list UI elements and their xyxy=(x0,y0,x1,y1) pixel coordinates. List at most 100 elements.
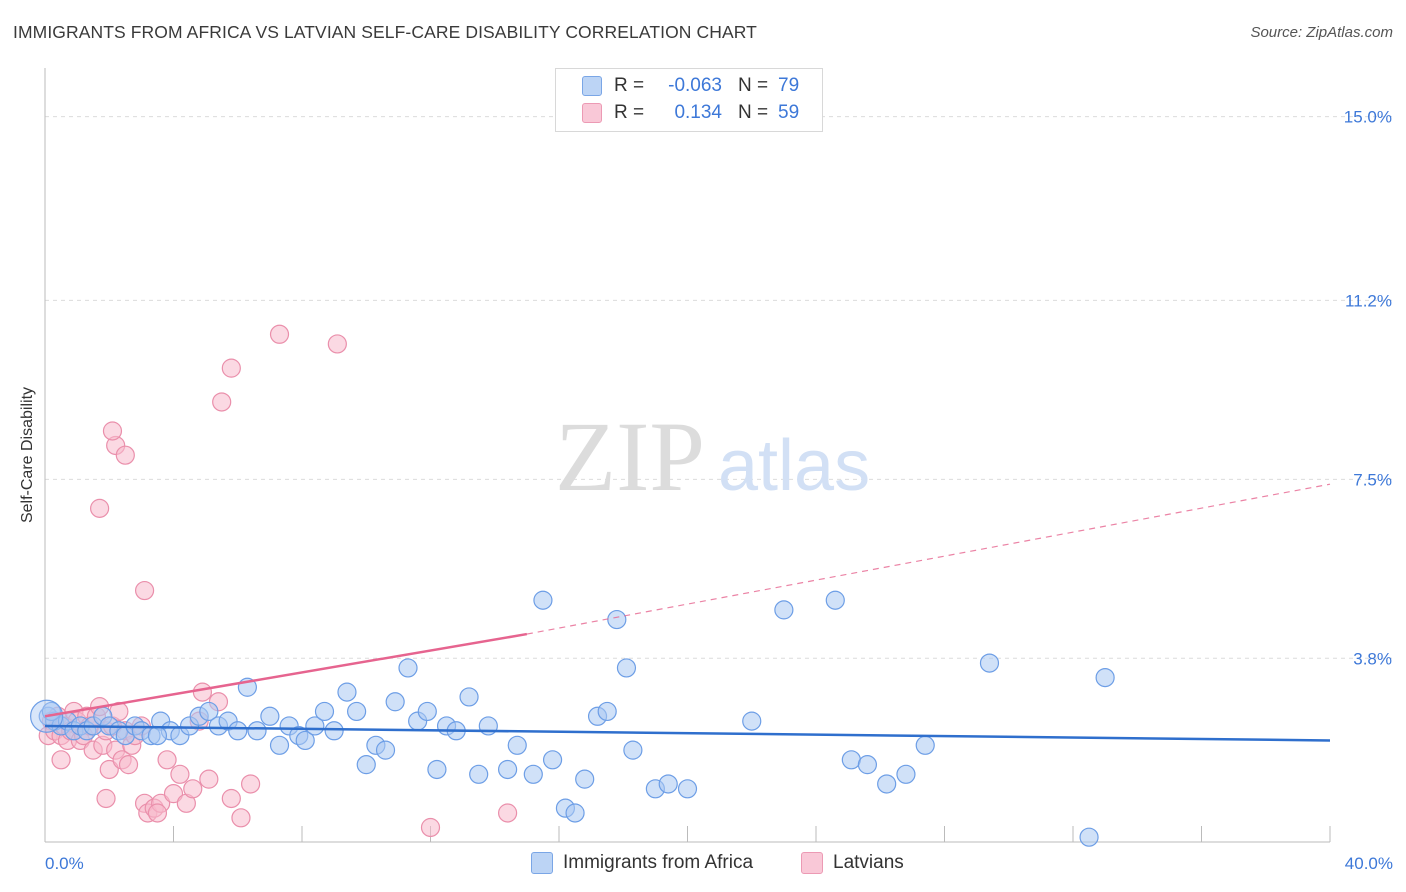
y-axis-label: Self-Care Disability xyxy=(19,386,36,524)
legend-r-value: 0.134 xyxy=(674,102,722,123)
africa-point xyxy=(427,759,447,780)
series-legend-latvians-label: Latvians xyxy=(833,852,904,873)
africa-point xyxy=(314,701,335,722)
africa-point xyxy=(324,721,344,741)
legend-n-label: N = xyxy=(738,102,769,123)
y-tick-label: 15.0% xyxy=(1344,108,1392,127)
legend-swatch-latvians xyxy=(582,103,602,123)
africa-point xyxy=(896,764,916,784)
africa-point xyxy=(857,755,878,775)
africa-point xyxy=(658,774,678,794)
africa-point xyxy=(533,590,553,610)
trend-layer xyxy=(44,483,1331,742)
africa-point xyxy=(375,740,396,760)
africa-point xyxy=(356,755,376,775)
legend-swatch-africa xyxy=(582,76,602,96)
latvian-point xyxy=(221,788,241,809)
latvian-point xyxy=(231,808,251,828)
chart-title: IMMIGRANTS FROM AFRICA VS LATVIAN SELF-C… xyxy=(13,22,757,42)
series-legend-africa-label: Immigrants from Africa xyxy=(563,852,754,873)
legend-n-label: N = xyxy=(738,75,769,96)
grid-layer xyxy=(45,116,1392,659)
series-swatch-africa xyxy=(531,852,553,874)
africa-point xyxy=(742,711,762,731)
latvian-point xyxy=(90,498,110,518)
legend-n-value: 79 xyxy=(778,75,800,96)
series-legend-latvians[interactable]: Latvians xyxy=(801,852,904,874)
africa-point xyxy=(915,735,935,755)
latvian-point xyxy=(147,803,168,823)
africa-point xyxy=(469,764,489,784)
watermark-atlas: atlas xyxy=(718,426,870,506)
africa-point xyxy=(825,590,845,610)
legend-row-africa: R = -0.063 N = 79 xyxy=(582,73,799,99)
legend-r-label: R = xyxy=(614,75,645,96)
africa-point xyxy=(417,701,437,722)
africa-point xyxy=(459,687,479,707)
latvian-point xyxy=(498,803,518,823)
africa-point xyxy=(247,721,267,741)
correlation-legend: R = -0.063 N = 79 R = 0.134 N = 59 xyxy=(555,68,823,132)
africa-point xyxy=(199,701,219,722)
africa-point xyxy=(616,658,637,678)
africa-point xyxy=(523,764,543,784)
latvian-point xyxy=(102,421,123,441)
africa-point xyxy=(979,653,1000,673)
tick-label-layer: 3.8% 7.5% 11.2% 15.0% 0.0% 40.0% xyxy=(45,108,1393,873)
africa-point xyxy=(623,740,643,760)
legend-n-value: 59 xyxy=(778,102,800,123)
africa-point xyxy=(347,701,367,722)
y-tick-label: 7.5% xyxy=(1353,470,1392,489)
africa-point xyxy=(1079,827,1099,847)
latvian-point xyxy=(170,764,190,784)
africa-point xyxy=(877,774,897,794)
africa-point xyxy=(542,750,563,770)
africa-point xyxy=(575,769,595,789)
latvian-point xyxy=(157,750,177,770)
latvian-point xyxy=(327,334,347,354)
series-swatch-latvians xyxy=(801,852,823,874)
legend-r-label: R = xyxy=(614,102,645,123)
latvian-point xyxy=(118,755,139,775)
africa-point xyxy=(305,716,325,736)
africa-point xyxy=(260,706,280,726)
africa-point xyxy=(607,609,627,630)
x-tick-label-max: 40.0% xyxy=(1345,854,1393,873)
y-tick-label: 3.8% xyxy=(1353,649,1392,668)
legend-r-value: -0.063 xyxy=(668,75,722,96)
africa-point xyxy=(507,735,527,755)
latvian-point xyxy=(134,580,155,601)
latvian-trend-extension xyxy=(526,483,1331,635)
watermark: ZIP atlas xyxy=(555,401,870,512)
africa-point xyxy=(774,600,794,620)
africa-trend-line xyxy=(44,724,1331,742)
legend-row-latvians: R = 0.134 N = 59 xyxy=(582,100,799,126)
africa-point xyxy=(565,803,585,823)
africa-point xyxy=(228,721,248,741)
africa-point xyxy=(269,735,290,755)
africa-point xyxy=(295,730,315,751)
africa-point xyxy=(677,779,698,799)
latvian-point xyxy=(96,788,116,809)
series-legend-africa[interactable]: Immigrants from Africa xyxy=(531,852,753,874)
latvian-point xyxy=(183,779,203,799)
latvian-point xyxy=(163,784,184,804)
latvian-point xyxy=(212,392,232,412)
latvian-point xyxy=(420,817,441,838)
latvian-point xyxy=(51,750,71,770)
latvian-trend-line xyxy=(44,632,528,718)
source-label: Source: ZipAtlas.com xyxy=(1250,24,1393,41)
latvian-point xyxy=(115,445,135,465)
africa-point xyxy=(1095,667,1115,688)
africa-point xyxy=(597,701,617,722)
africa-point xyxy=(147,726,168,746)
x-tick-label-min: 0.0% xyxy=(45,854,84,873)
watermark-zip: ZIP xyxy=(555,401,705,512)
africa-point xyxy=(398,658,418,678)
latvian-point xyxy=(241,774,261,794)
africa-point xyxy=(337,682,357,702)
africa-point xyxy=(385,692,405,712)
y-tick-label: 11.2% xyxy=(1345,291,1392,310)
africa-point xyxy=(841,750,861,770)
